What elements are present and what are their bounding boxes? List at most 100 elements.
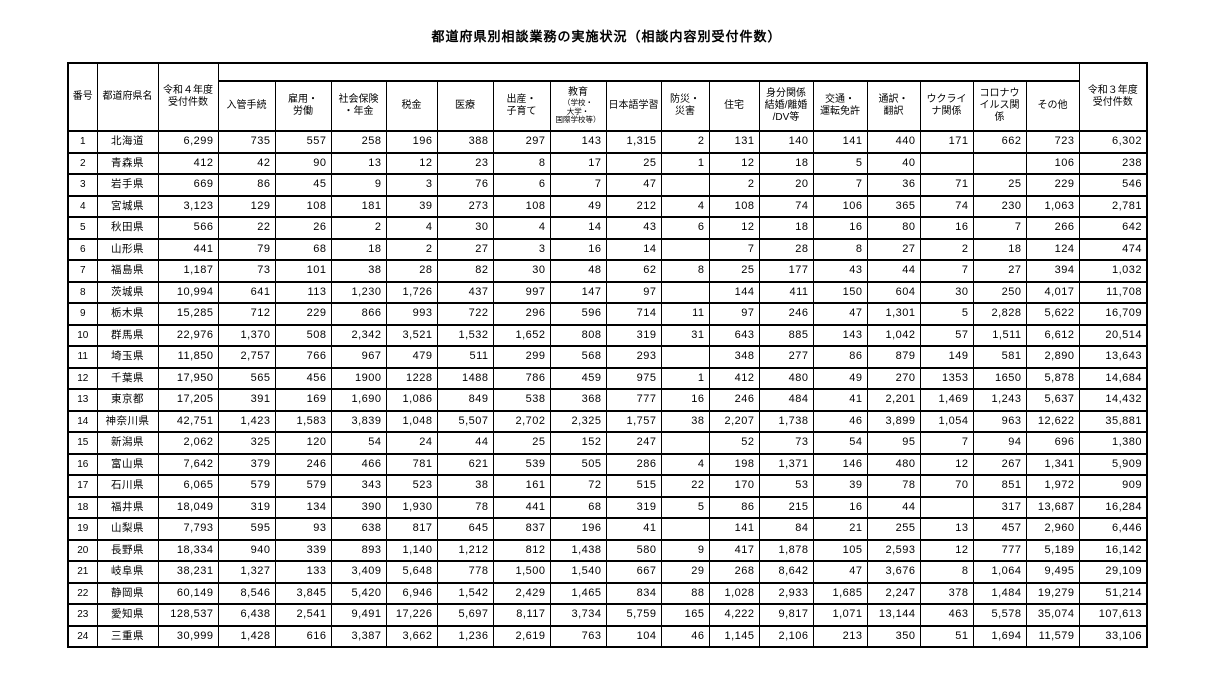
count-cell: 6 — [660, 216, 710, 240]
table-row: 10 群馬県 22,976 1,370 508 2,342 3,521 1,532 1,652 8… — [67, 323, 1148, 347]
count-cell: 480 — [758, 366, 814, 390]
count-cell: 113 — [274, 280, 332, 304]
count-cell: 286 — [605, 452, 662, 476]
count-cell: 25 — [708, 259, 760, 283]
count-cell: 417 — [708, 538, 760, 562]
count-cell: 296 — [492, 302, 551, 326]
count-cell: 1650 — [972, 366, 1027, 390]
count-cell: 5,878 — [1025, 366, 1080, 390]
count-cell: 940 — [217, 538, 276, 562]
count-cell: 388 — [436, 130, 494, 154]
count-cell: 723 — [1025, 130, 1080, 154]
count-cell: 3,409 — [330, 560, 387, 584]
col-header-family-status: 身分関係 結婚/離婚 /DV等 — [758, 80, 814, 132]
count-cell: 766 — [274, 345, 332, 369]
prefecture-name-cell: 北海道 — [96, 130, 159, 154]
count-cell: 46 — [812, 409, 868, 433]
count-cell: 51,214 — [1078, 581, 1148, 605]
count-cell: 379 — [217, 452, 276, 476]
count-cell: 581 — [972, 345, 1027, 369]
count-cell: 39 — [385, 194, 438, 218]
count-cell: 73 — [217, 259, 276, 283]
count-cell: 134 — [274, 495, 332, 519]
count-cell: 975 — [605, 366, 662, 390]
count-cell: 16 — [812, 495, 868, 519]
count-cell: 7 — [812, 173, 868, 197]
count-cell: 5,759 — [605, 603, 662, 627]
col-header-disaster: 防災・ 災害 — [660, 80, 710, 132]
row-number-cell: 3 — [67, 173, 98, 197]
count-cell: 29,109 — [1078, 560, 1148, 584]
row-number-cell: 11 — [67, 345, 98, 369]
table-row: 8 茨城県 10,994 641 113 1,230 1,726 437 997 147 97 144… — [67, 280, 1148, 304]
count-cell: 43 — [812, 259, 868, 283]
count-cell: 25 — [972, 173, 1027, 197]
count-cell: 4 — [385, 216, 438, 240]
count-cell: 299 — [492, 345, 551, 369]
col-header-social-insurance: 社会保険 ・年金 — [330, 80, 387, 132]
count-cell: 777 — [972, 538, 1027, 562]
count-cell: 5,578 — [972, 603, 1027, 627]
count-cell: 10,994 — [157, 280, 219, 304]
count-cell: 17,950 — [157, 366, 219, 390]
count-cell: 27 — [436, 237, 494, 261]
count-cell: 49 — [812, 366, 868, 390]
count-cell: 851 — [972, 474, 1027, 498]
count-cell: 22,976 — [157, 323, 219, 347]
count-cell: 8,117 — [492, 603, 551, 627]
col-header-housing: 住宅 — [708, 80, 760, 132]
count-cell: 26 — [274, 216, 332, 240]
col-header-label: 入管手続 — [226, 100, 267, 111]
count-cell: 13 — [330, 151, 387, 175]
count-cell: 642 — [1078, 216, 1148, 240]
prefecture-name-cell: 長野県 — [96, 538, 159, 562]
count-cell: 2,960 — [1025, 517, 1080, 541]
count-cell: 1,063 — [1025, 194, 1080, 218]
count-cell: 71 — [919, 173, 974, 197]
category-header-row: 入管手続 雇用・ 労働 社会保険 ・年金 税金 医療 出産・ 子育て 教育 （学校・ 大学・ … — [68, 80, 1147, 132]
count-cell: 8 — [660, 259, 710, 283]
count-cell: 7,793 — [157, 517, 219, 541]
count-cell: 35,881 — [1078, 409, 1148, 433]
count-cell: 6,438 — [217, 603, 276, 627]
prefecture-name-cell: 静岡県 — [96, 581, 159, 605]
count-cell: 106 — [812, 194, 868, 218]
count-cell: 12,622 — [1025, 409, 1080, 433]
count-cell: 963 — [972, 409, 1027, 433]
count-cell: 5,622 — [1025, 302, 1080, 326]
count-cell: 90 — [274, 151, 332, 175]
count-cell: 106 — [1025, 151, 1080, 175]
col-header-label: 身分関係 結婚/離婚 /DV等 — [764, 88, 808, 123]
table-header: 番号 都道府県名 令和４年度 受付件数 令和３年度 受付件数 入管手続 雇用・ 労… — [67, 62, 1148, 132]
count-cell: 505 — [549, 452, 607, 476]
count-cell: 786 — [492, 366, 551, 390]
count-cell: 317 — [972, 495, 1027, 519]
count-cell: 230 — [972, 194, 1027, 218]
count-cell: 255 — [866, 517, 921, 541]
count-cell: 763 — [549, 624, 607, 648]
count-cell: 319 — [605, 323, 662, 347]
col-header-tax: 税金 — [385, 80, 438, 132]
count-cell: 229 — [1025, 173, 1080, 197]
prefecture-name-cell: 山梨県 — [96, 517, 159, 541]
count-cell: 17,205 — [157, 388, 219, 412]
count-cell: 5,420 — [330, 581, 387, 605]
count-cell: 339 — [274, 538, 332, 562]
prefecture-name-cell: 福島県 — [96, 259, 159, 283]
prefecture-name-cell: 福井県 — [96, 495, 159, 519]
count-cell: 2 — [708, 173, 760, 197]
count-cell: 8 — [492, 151, 551, 175]
count-cell: 7 — [549, 173, 607, 197]
count-cell: 277 — [758, 345, 814, 369]
count-cell: 20 — [758, 173, 814, 197]
count-cell: 2,828 — [972, 302, 1027, 326]
count-cell: 97 — [605, 280, 662, 304]
col-header-prefecture: 都道府県名 — [96, 62, 159, 132]
count-cell: 31 — [660, 323, 710, 347]
row-number-cell: 24 — [67, 624, 98, 648]
count-cell: 3,387 — [330, 624, 387, 648]
count-cell: 365 — [866, 194, 921, 218]
count-cell: 13 — [919, 517, 974, 541]
count-cell: 1,878 — [758, 538, 814, 562]
count-cell: 11,708 — [1078, 280, 1148, 304]
